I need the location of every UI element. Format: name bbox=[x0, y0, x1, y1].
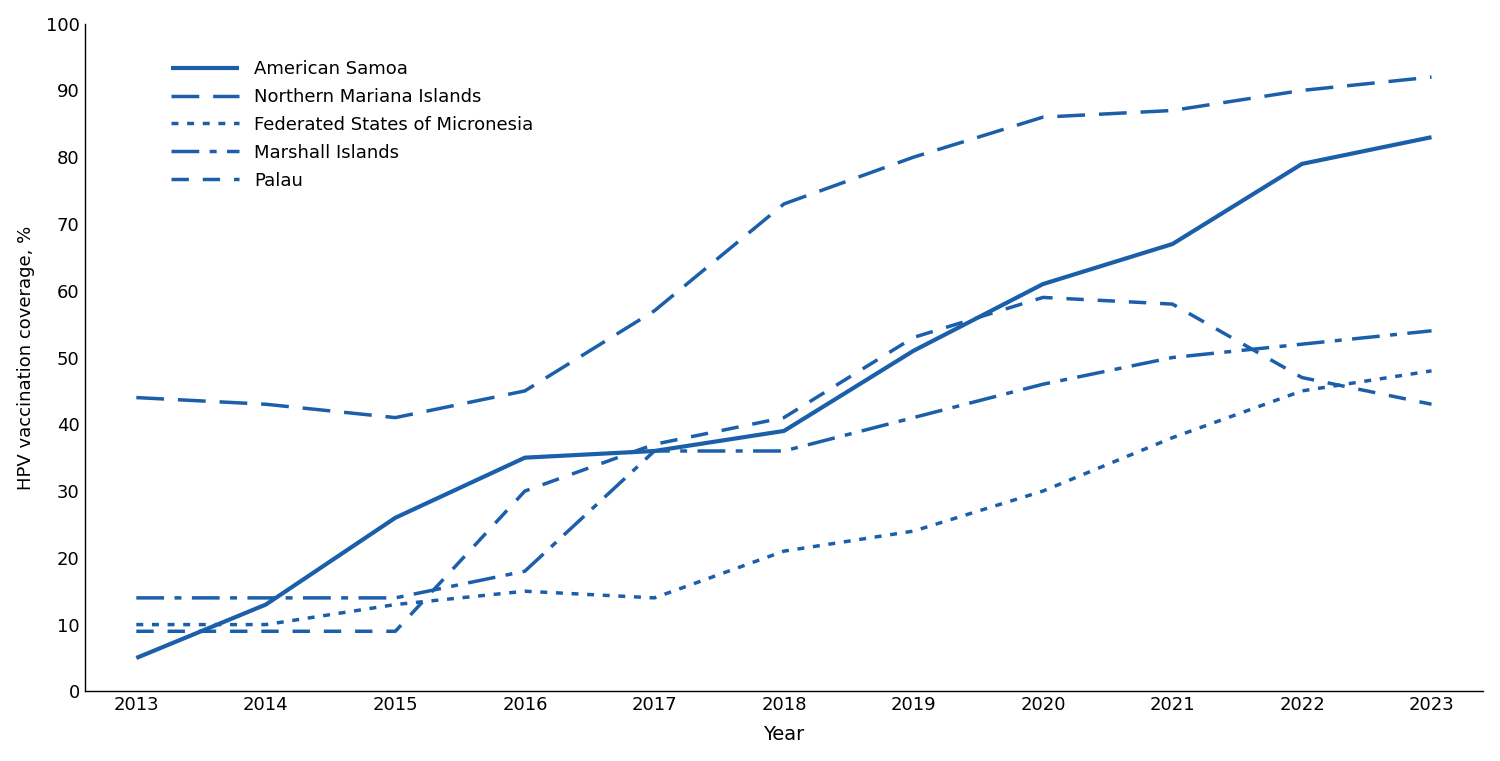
Legend: American Samoa, Northern Mariana Islands, Federated States of Micronesia, Marsha: American Samoa, Northern Mariana Islands… bbox=[164, 53, 540, 197]
X-axis label: Year: Year bbox=[764, 725, 804, 744]
Y-axis label: HPV vaccination coverage, %: HPV vaccination coverage, % bbox=[16, 225, 34, 489]
